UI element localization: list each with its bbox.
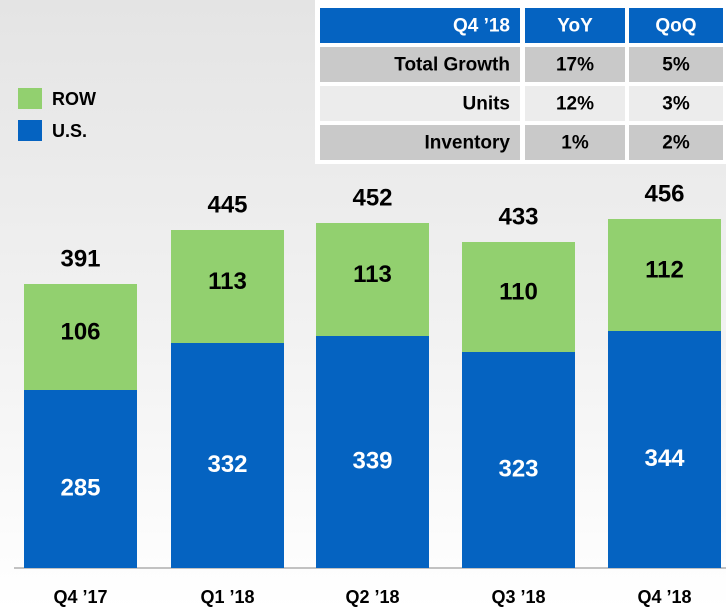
table-text: 17% — [556, 55, 594, 76]
bar-segment — [462, 242, 575, 352]
x-tick-label: Q4 ’18 — [637, 587, 691, 607]
table-text: Inventory — [424, 133, 510, 154]
total-label: 433 — [498, 203, 538, 230]
bar-segment — [608, 219, 721, 331]
value-label: 113 — [353, 261, 392, 288]
total-label: 456 — [644, 180, 684, 207]
table-header-text: Q4 ’18 — [453, 16, 510, 37]
value-label: 112 — [645, 256, 684, 283]
value-label: 285 — [60, 474, 100, 501]
table-cell — [320, 47, 520, 82]
value-label: 332 — [207, 451, 247, 478]
table-text: 3% — [662, 94, 690, 115]
table-text: 2% — [662, 133, 690, 154]
legend-swatch — [18, 120, 42, 141]
table-text: 12% — [556, 94, 594, 115]
total-label: 391 — [60, 245, 100, 272]
table-cell — [525, 125, 625, 160]
table-cell — [629, 125, 723, 160]
bar-segment — [462, 352, 575, 568]
bar-segment — [24, 284, 137, 390]
table-text: 1% — [561, 133, 589, 154]
legend-label: ROW — [52, 89, 96, 109]
table-text: 5% — [662, 55, 690, 76]
table-header-text: QoQ — [655, 16, 696, 37]
table-cell — [629, 86, 723, 121]
table-header-cell — [320, 8, 520, 43]
value-label: 344 — [644, 445, 685, 472]
table-cell — [320, 86, 520, 121]
bar-segment — [316, 223, 429, 336]
table-header-cell — [629, 8, 723, 43]
value-label: 106 — [60, 318, 100, 345]
x-tick-label: Q4 ’17 — [53, 587, 107, 607]
bar-segment — [608, 331, 721, 568]
x-tick-label: Q2 ’18 — [345, 587, 399, 607]
legend-label: U.S. — [52, 121, 87, 141]
bar-segment — [171, 230, 284, 343]
table-cell — [525, 86, 625, 121]
total-label: 452 — [352, 184, 392, 211]
table-cell — [320, 125, 520, 160]
table-cell — [629, 47, 723, 82]
x-tick-label: Q1 ’18 — [200, 587, 254, 607]
bar-segment — [316, 336, 429, 568]
table-text: Units — [463, 94, 511, 115]
table-text: Total Growth — [394, 55, 510, 76]
value-label: 110 — [499, 278, 538, 305]
x-tick-label: Q3 ’18 — [491, 587, 545, 607]
bar-segment — [24, 390, 137, 568]
table-cell — [525, 47, 625, 82]
table-header-cell — [525, 8, 625, 43]
table-header-text: YoY — [557, 16, 593, 37]
legend-swatch — [18, 88, 42, 109]
total-label: 445 — [207, 191, 247, 218]
value-label: 339 — [352, 447, 392, 474]
bar-segment — [171, 343, 284, 568]
value-label: 113 — [208, 268, 247, 295]
value-label: 323 — [498, 455, 538, 482]
